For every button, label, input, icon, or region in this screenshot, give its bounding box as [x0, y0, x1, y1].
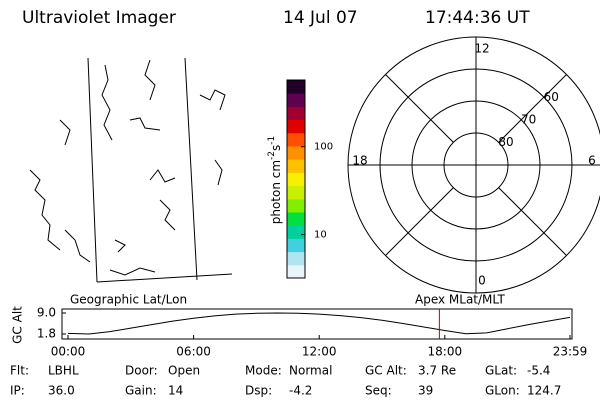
- colorbar-label: photon cm-2s-1: [267, 136, 283, 225]
- x-tick-label: 06:00: [176, 345, 211, 359]
- info-label: GLat:: [485, 364, 517, 378]
- y-tick-label: 9.0: [37, 306, 56, 320]
- info-label: Seq:: [365, 384, 392, 398]
- info-value: Open: [168, 364, 200, 378]
- geo-label: Geographic Lat/Lon: [70, 293, 187, 307]
- info-label: IP:: [10, 384, 25, 398]
- colorbar-cell: [287, 264, 305, 279]
- altitude-line: [67, 312, 571, 335]
- colorbar-cell: [287, 119, 305, 134]
- instrument-title: Ultraviolet Imager: [22, 8, 176, 28]
- info-value: 124.7: [527, 384, 561, 398]
- time: 17:44:36 UT: [425, 8, 530, 28]
- colorbar-cell: [287, 106, 305, 121]
- info-value: LBHL: [48, 364, 79, 378]
- x-tick-label: 18:00: [428, 345, 463, 359]
- colorbar-cell: [287, 172, 305, 187]
- info-label: GLon:: [485, 384, 520, 398]
- lat-label: 60: [544, 90, 559, 104]
- exp: -2: [267, 151, 277, 160]
- date: 14 Jul 07: [283, 8, 358, 28]
- colorbar-cell: [287, 198, 305, 213]
- info-label: Mode:: [245, 364, 282, 378]
- x-tick-label: 12:00: [302, 345, 337, 359]
- colorbar-cell: [287, 93, 305, 107]
- unit: s: [269, 145, 283, 151]
- info-label: GC Alt:: [365, 364, 407, 378]
- polar-label: Apex MLat/MLT: [415, 293, 505, 307]
- colorbar-cell: [287, 80, 305, 94]
- mlt-label: 6: [588, 154, 596, 168]
- colorbar-cell: [287, 132, 305, 147]
- info-value: 14: [168, 384, 183, 398]
- mlt-label: 12: [474, 42, 489, 56]
- info-label: Flt:: [10, 364, 29, 378]
- info-label: Dsp:: [245, 384, 272, 398]
- y-tick-label: 1.8: [37, 327, 56, 341]
- info-value: 36.0: [48, 384, 75, 398]
- info-value: Normal: [289, 364, 332, 378]
- mlt-label: 0: [478, 274, 486, 288]
- lat-label: 80: [498, 135, 513, 149]
- exp: -1: [267, 136, 277, 145]
- mlt-label: 18: [352, 154, 367, 168]
- colorbar-cell: [287, 251, 305, 266]
- unit: photon cm: [269, 160, 283, 224]
- x-tick-label: 23:59: [553, 345, 588, 359]
- colorbar-cell: [287, 146, 305, 160]
- y-axis-label: GC Alt: [11, 306, 25, 344]
- geo-map: [29, 57, 233, 283]
- info-value: 3.7 Re: [418, 364, 456, 378]
- lat-label: 70: [521, 112, 536, 126]
- colorbar-cell: [287, 159, 305, 173]
- colorbar-cell: [287, 185, 305, 200]
- plot-frame: [61, 308, 573, 340]
- polar-grid: [347, 36, 600, 294]
- info-value: -5.4: [527, 364, 550, 378]
- x-tick-label: 00:00: [51, 345, 86, 359]
- info-value: 39: [418, 384, 433, 398]
- colorbar-frame: [286, 79, 306, 279]
- colorbar-tick-label: 10: [314, 230, 327, 241]
- colorbar-cell: [287, 238, 305, 253]
- colorbar-tick-label: 100: [314, 142, 333, 153]
- info-value: -4.2: [289, 384, 312, 398]
- info-label: Gain:: [125, 384, 157, 398]
- colorbar-cell: [287, 212, 305, 226]
- info-label: Door:: [125, 364, 158, 378]
- colorbar-cell: [287, 225, 305, 239]
